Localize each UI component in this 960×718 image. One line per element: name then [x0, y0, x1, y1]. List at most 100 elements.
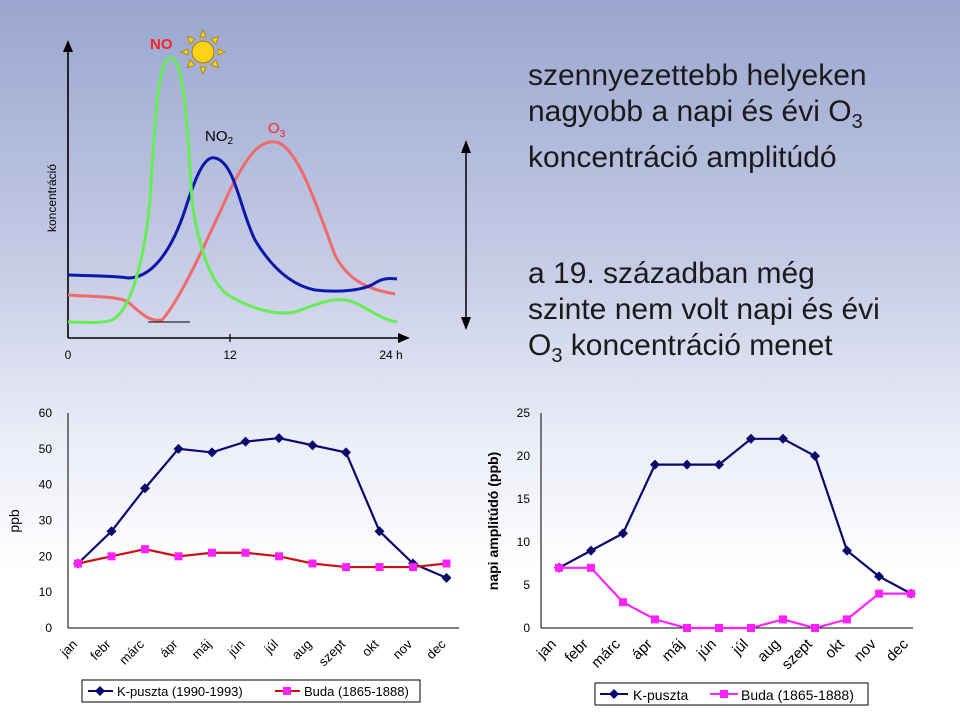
chart1-ytick-10: 10: [39, 585, 53, 599]
annotation-polluted: szennyezettebb helyeken nagyobb a napi é…: [528, 58, 867, 176]
chart1-series-2-point-márc: [141, 545, 149, 554]
amplitude-arrow: [461, 140, 471, 330]
chart1-series-2-line: [77, 548, 447, 569]
no-curve: [67, 56, 398, 324]
diagram-x-axis-arrow: [398, 333, 410, 343]
chart2-series-2-point-máj: [683, 624, 691, 632]
o3-curve: [67, 140, 396, 322]
legend2-kpuszta: K-puszta: [633, 687, 688, 703]
chart2-series-1-point-júl: [746, 433, 756, 444]
chart1-series-1-point-okt: [374, 526, 385, 537]
chart1-xcat-febr: febr: [87, 636, 114, 663]
chart2-series-1-line: [558, 437, 912, 595]
chart2-ytick-25: 25: [517, 406, 531, 420]
chart1-xcat-nov: nov: [390, 636, 416, 662]
chart2-xcat-szept: szept: [778, 635, 816, 673]
chart1-series-2-point-jan: [74, 559, 82, 568]
chart1-series-1-point-febr: [106, 526, 117, 537]
no-label: NO: [150, 36, 173, 53]
chart1-ytick-50: 50: [39, 442, 53, 456]
chart1-xcat-aug: aug: [289, 637, 315, 663]
chart1-xcat-szept: szept: [316, 636, 349, 669]
legend-diamond-marker: [95, 686, 105, 696]
chart2-series-1-point-jún: [714, 459, 724, 470]
chart1-series-1-point-máj: [207, 447, 217, 458]
chart1-ytick-60: 60: [39, 406, 53, 420]
concentration-axis-label: koncentráció: [45, 164, 59, 232]
chart1-xcat-ápr: ápr: [157, 636, 181, 660]
chart2-ytick-5: 5: [523, 578, 530, 592]
chart2-series-1-point-febr: [586, 545, 596, 556]
chart2-series-1-point-márc: [618, 528, 628, 539]
chart2-xcat-jan: jan: [533, 636, 560, 663]
chart2-series-2-point-márc: [619, 598, 627, 607]
chart2-y-ticks: 0 5 10 15 20 25: [517, 406, 531, 635]
annotation-19th-line2: szinte nem volt napi és évi: [528, 293, 880, 326]
chart2-series-2-point-aug: [779, 615, 787, 624]
x-tick-0: 0: [65, 348, 72, 362]
chart2-ytick-20: 20: [517, 449, 531, 463]
annotation-polluted-line3: koncentráció amplitúdó: [528, 141, 837, 174]
chart1-series-2-point-szept: [342, 563, 350, 572]
chart1-ylabel: ppb: [6, 509, 22, 533]
chart2-xcat-jún: jún: [693, 636, 720, 663]
chart2-series-1-point-aug: [778, 433, 788, 444]
no2-label: NO2: [205, 128, 234, 147]
chart1-series-2-point-nov: [409, 563, 417, 572]
chart2-xcat-dec: dec: [883, 635, 912, 664]
chart2-series-2-point-nov: [875, 589, 883, 598]
chart2-series-1-point-okt: [842, 545, 852, 556]
chart1-series-2-point-dec: [442, 559, 451, 568]
annotation-polluted-line1: szennyezettebb helyeken: [528, 59, 867, 92]
chart1-xcat-júl: júl: [261, 636, 282, 657]
o3-label: O3: [268, 120, 286, 140]
chart1-series-1-point-aug: [307, 440, 318, 451]
chart1-xcat-jún: jún: [224, 637, 248, 661]
chart2-series-2-line: [559, 566, 911, 630]
chart2-series-1-point-máj: [682, 459, 692, 470]
chart1-series-1-point-jún: [240, 436, 251, 447]
chart1-xcat-jan: jan: [57, 637, 81, 661]
chart2-xcat-ápr: ápr: [628, 636, 655, 663]
chart2-xcat-máj: máj: [659, 636, 688, 665]
chart1-series-2-point-okt: [375, 563, 384, 572]
chart1-series-1-point-márc: [140, 483, 150, 494]
annotation-19th-line1: a 19. században még: [528, 257, 815, 290]
chart2-xcat-okt: okt: [822, 635, 849, 662]
x-tick-12: 12: [223, 348, 237, 362]
chart2-ytick-15: 15: [517, 492, 531, 506]
diagram-y-axis-arrow: [63, 40, 73, 52]
monthly-ozone-chart: ppb 0 10 20 30 40 50 60 jan febr márc ápr máj jún jú…: [6, 406, 459, 703]
chart1-series-2-point-jún: [241, 548, 250, 557]
chart1-xcat-máj: máj: [189, 636, 214, 661]
chart1-ytick-40: 40: [39, 478, 53, 492]
chart1-series-1-point-ápr: [173, 443, 184, 454]
chart2-series-2-point-dec: [907, 589, 915, 598]
chart1-ytick-30: 30: [39, 514, 53, 528]
legend-diamond-marker: [609, 689, 619, 699]
chart1-y-ticks: 0 10 20 30 40 50 60: [39, 406, 53, 635]
chart2-series-2-point-szept: [811, 624, 819, 632]
daily-cycle-diagram: koncentráció 0 12 24 h: [45, 28, 471, 362]
chart2-series-1-point-ápr: [650, 459, 660, 470]
chart2-series-2-point-júl: [747, 624, 755, 632]
chart2-xcat-júl: júl: [728, 636, 751, 659]
chart2-series-2-point-jún: [715, 624, 723, 632]
annotation-19th-century: a 19. században még szinte nem volt napi…: [528, 256, 880, 374]
chart2-xcat-febr: febr: [562, 636, 592, 666]
chart1-series-1-point-júl: [274, 433, 284, 444]
chart1-ytick-20: 20: [39, 549, 53, 563]
chart2-xcat-márc: márc: [588, 635, 624, 671]
chart1-xcat-márc: márc: [116, 636, 147, 667]
chart2-legend: K-puszta Buda (1865-1888): [594, 682, 869, 706]
chart2-ytick-0: 0: [523, 621, 530, 635]
chart1-series: [73, 433, 452, 583]
chart1-series-2-point-febr: [107, 552, 116, 561]
no2-curve: [67, 156, 398, 293]
legend-square-marker: [283, 687, 291, 695]
legend-square-marker: [720, 690, 728, 698]
x-tick-24h: 24 h: [379, 348, 402, 362]
chart1-series-1-line: [77, 436, 447, 579]
chart2-xcat-nov: nov: [851, 635, 880, 664]
